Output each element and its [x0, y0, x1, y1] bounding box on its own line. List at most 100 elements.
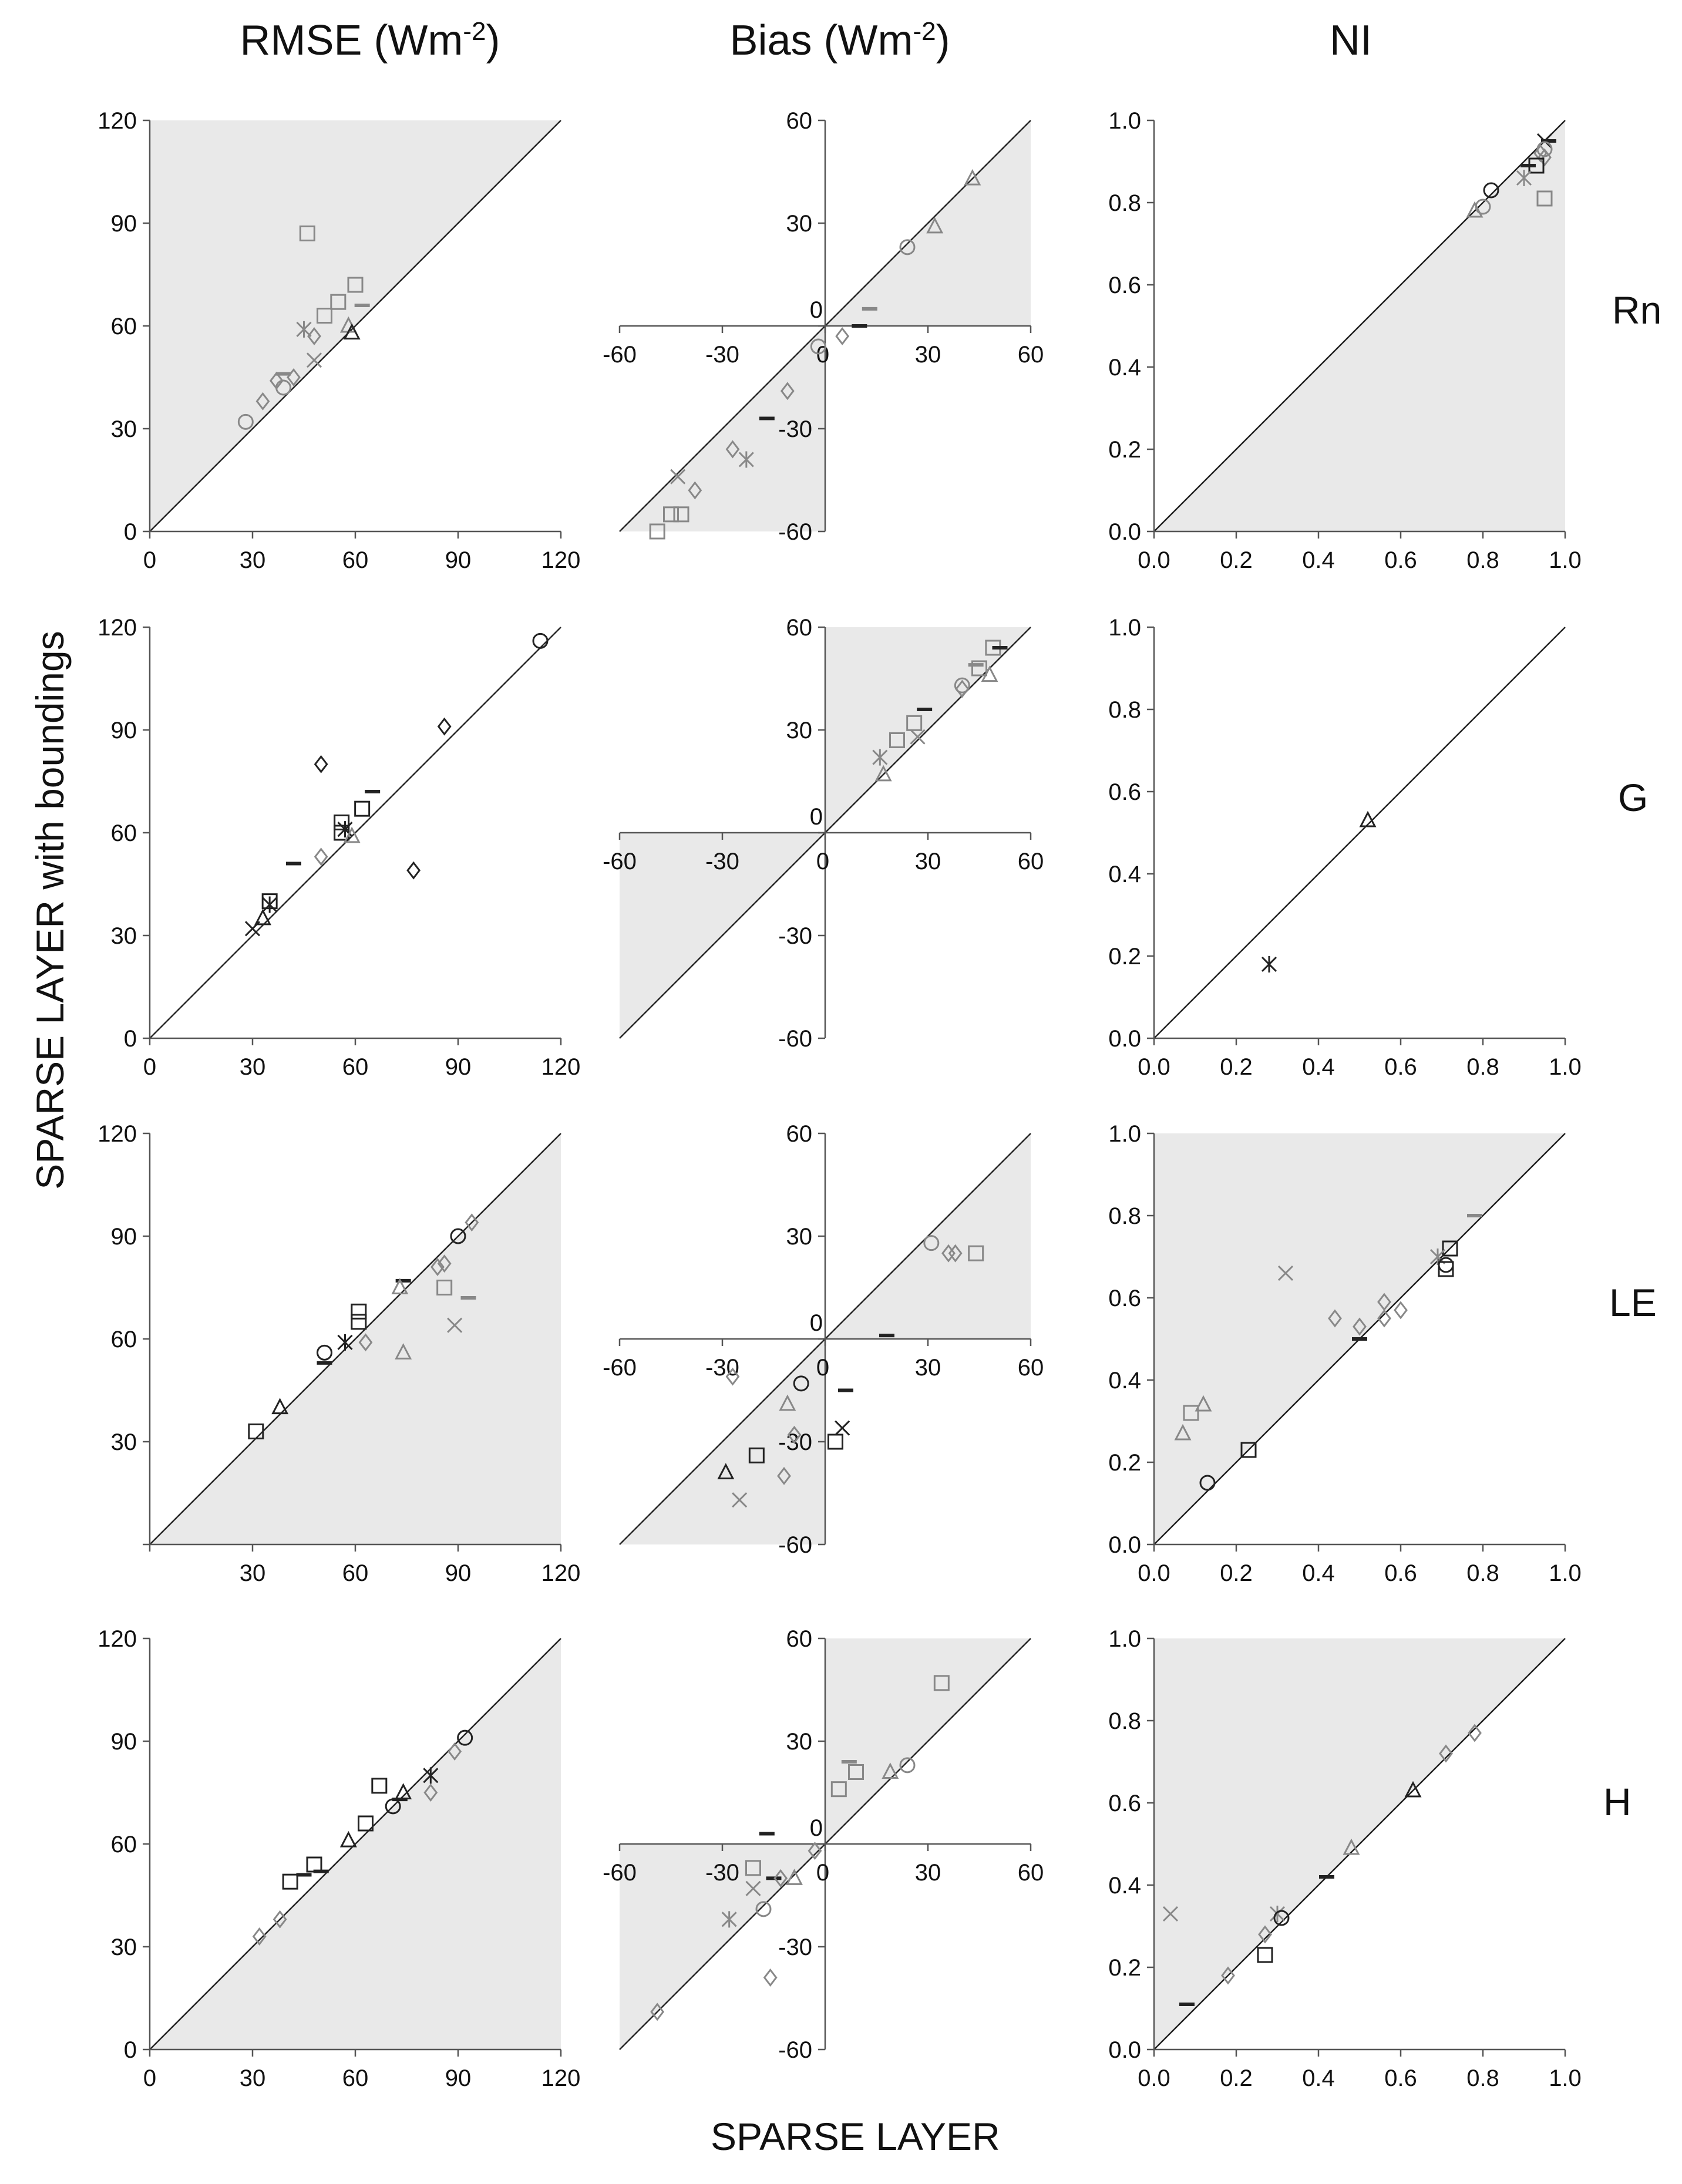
- chart-h-ni-x-tick-label: 0.2: [1220, 2065, 1253, 2091]
- chart-rn-ni-point-square: [1536, 190, 1553, 207]
- chart-rn-bias-x-tick-label: -60: [603, 342, 637, 368]
- chart-h-bias-point-circle: [899, 1757, 916, 1774]
- chart-h-rmse-identity-line: [149, 1638, 561, 2050]
- chart-h-ni-x-tick-label: 0.0: [1138, 2065, 1170, 2091]
- chart-le-ni-point-diamond: [1328, 1309, 1342, 1328]
- chart-rn-bias-point-triangle: [926, 217, 944, 234]
- chart-le-rmse-point-triangle: [391, 1278, 409, 1294]
- chart-h-ni-point-square: [1257, 1947, 1273, 1963]
- chart-g-rmse-identity-line: [149, 627, 561, 1039]
- chart-rn-ni-x-tick-label: 0.6: [1384, 547, 1417, 573]
- chart-le-bias-y-tick-label: 60: [786, 1121, 813, 1147]
- chart-h-bias-point-cross: [745, 1880, 761, 1896]
- chart-h-rmse-point-circle: [457, 1729, 473, 1746]
- chart-le-bias-x-tick-label: 60: [1018, 1355, 1044, 1381]
- chart-g-rmse-point-diamond: [406, 861, 421, 880]
- chart-g-ni-x-tick-label: 0.0: [1138, 1054, 1170, 1080]
- chart-g-bias-point-triangle: [981, 665, 998, 682]
- chart-h-bias-point-square: [830, 1781, 847, 1798]
- chart-rn-bias-point-diamond: [835, 327, 850, 345]
- chart-h-bias-point-square: [745, 1860, 761, 1876]
- chart-g-rmse-y-tick-label: 0: [124, 1026, 137, 1052]
- chart-g-bias-point-square: [889, 732, 905, 748]
- chart-g-bias-y-tick-label: 60: [786, 615, 813, 641]
- chart-h-ni-y-tick-label: 1.0: [1108, 1626, 1141, 1652]
- chart-le-ni-point-diamond: [1377, 1309, 1391, 1328]
- chart-rn-bias-point-square: [673, 506, 689, 523]
- chart-le-bias-point-circle: [793, 1375, 809, 1392]
- chart-le-ni-point-cross: [1277, 1265, 1294, 1281]
- column-title-bias-close: ): [936, 17, 950, 64]
- chart-g-bias-point-triangle: [874, 765, 892, 782]
- chart-le-rmse-y-tick-label: 30: [111, 1429, 137, 1455]
- chart-rn-ni-x-tick-label: 0.0: [1138, 547, 1170, 573]
- chart-le-rmse-x-tick-label: 30: [240, 1560, 266, 1586]
- chart-g-bias-x-tick-label: 30: [915, 849, 941, 874]
- chart-le-bias-point-triangle: [717, 1463, 735, 1479]
- chart-le-rmse-point-circle: [317, 1344, 332, 1361]
- chart-rn-ni-identity-line: [1153, 120, 1566, 532]
- chart-le-ni-x-tick-label: 0.6: [1384, 1560, 1417, 1586]
- chart-rn-ni-y-tick-label: 0.8: [1108, 190, 1141, 216]
- chart-g-bias-point-square: [971, 660, 987, 677]
- chart-le-bias-y-tick-label: 30: [786, 1224, 813, 1250]
- row-label-le: LE: [1609, 1281, 1657, 1324]
- chart-g-rmse-point-diamond: [314, 847, 328, 866]
- chart-le-ni-point-circle: [1199, 1475, 1216, 1491]
- chart-rn-bias-point-square: [649, 523, 665, 540]
- chart-g-ni-y-tick-label: 0.6: [1108, 779, 1141, 805]
- chart-h-rmse-point-diamond: [423, 1783, 438, 1802]
- chart-rn-rmse-x-tick-label: 120: [541, 547, 581, 573]
- chart-h-rmse-point-star: [423, 1767, 439, 1784]
- chart-rn-rmse-identity-line: [149, 120, 561, 532]
- chart-rn-bias-y-tick-label: 30: [786, 211, 813, 237]
- chart-le-bias-point-circle: [923, 1235, 940, 1251]
- column-title-rmse-sup: -2: [463, 17, 486, 46]
- row-label-h: H: [1603, 1780, 1631, 1823]
- chart-h-ni-x-tick-label: 0.8: [1466, 2065, 1499, 2091]
- chart-le-bias-x-tick-label: 30: [915, 1355, 941, 1381]
- chart-le-ni-point-triangle: [1174, 1424, 1192, 1441]
- chart-g-bias-x-tick-label: 60: [1018, 849, 1044, 874]
- chart-h-ni-y-tick-label: 0.4: [1108, 1873, 1141, 1899]
- chart-le-ni-point-square: [1183, 1405, 1199, 1421]
- chart-le-ni-y-tick-label: 1.0: [1108, 1121, 1141, 1147]
- column-title-bias: Bias (Wm-2): [605, 16, 1075, 65]
- chart-rn-rmse-point-square: [317, 308, 332, 324]
- chart-h-ni-x-tick-label: 0.4: [1302, 2065, 1335, 2091]
- chart-h-ni-x-tick-label: 0.6: [1384, 2065, 1417, 2091]
- chart-le-rmse-point-triangle: [395, 1343, 412, 1359]
- chart-le-rmse-point-diamond: [465, 1213, 479, 1232]
- chart-le-rmse-point-diamond: [430, 1258, 445, 1276]
- chart-g-ni-x-tick-label: 0.6: [1384, 1054, 1417, 1080]
- chart-g-rmse-point-cross: [244, 921, 261, 937]
- chart-le-ni-x-tick-label: 1.0: [1549, 1560, 1582, 1586]
- chart-g-bias-point-circle: [954, 677, 970, 694]
- chart-g-ni-y-tick-label: 1.0: [1108, 615, 1141, 641]
- chart-h-bias-point-diamond: [773, 1869, 788, 1887]
- chart-h-bias-x-tick-label: 0: [816, 1860, 829, 1886]
- chart-rn-rmse-y-tick-label: 60: [111, 314, 137, 339]
- chart-h-rmse-y-tick-label: 120: [97, 1626, 137, 1652]
- chart-le-rmse-x-tick-label: 90: [445, 1560, 472, 1586]
- chart-rn-rmse-point-triangle: [343, 323, 361, 340]
- chart-g-bias-point-star: [872, 749, 888, 766]
- chart-g-rmse-point-circle: [532, 632, 549, 649]
- chart-le-ni-x-tick-label: 0.8: [1466, 1560, 1499, 1586]
- chart-rn-bias-x-tick-label: 30: [915, 342, 941, 368]
- chart-le-ni-point-square: [1438, 1261, 1454, 1277]
- chart-h-ni-point-diamond: [1468, 1724, 1482, 1742]
- chart-le-ni-y-tick-label: 0.2: [1108, 1450, 1141, 1476]
- chart-g-rmse-point-triangle: [343, 826, 361, 843]
- chart-h-rmse-point-diamond: [273, 1910, 287, 1929]
- chart-h-ni-point-diamond: [1258, 1925, 1272, 1944]
- chart-h-bias-x-tick-label: 60: [1018, 1860, 1044, 1886]
- chart-g-bias-y-tick-label: 0: [810, 804, 823, 830]
- chart-h-rmse-y-tick-label: 0: [124, 2037, 137, 2063]
- chart-rn-ni-point-star: [1516, 170, 1532, 186]
- chart-le-bias-x-tick-label: -30: [705, 1355, 739, 1381]
- chart-rn-ni-y-tick-label: 0.4: [1108, 355, 1141, 381]
- chart-h-bias-y-tick-label: 0: [810, 1815, 823, 1841]
- chart-h-rmse-point-square: [371, 1778, 388, 1794]
- chart-rn-rmse-y-tick-label: 0: [124, 519, 137, 545]
